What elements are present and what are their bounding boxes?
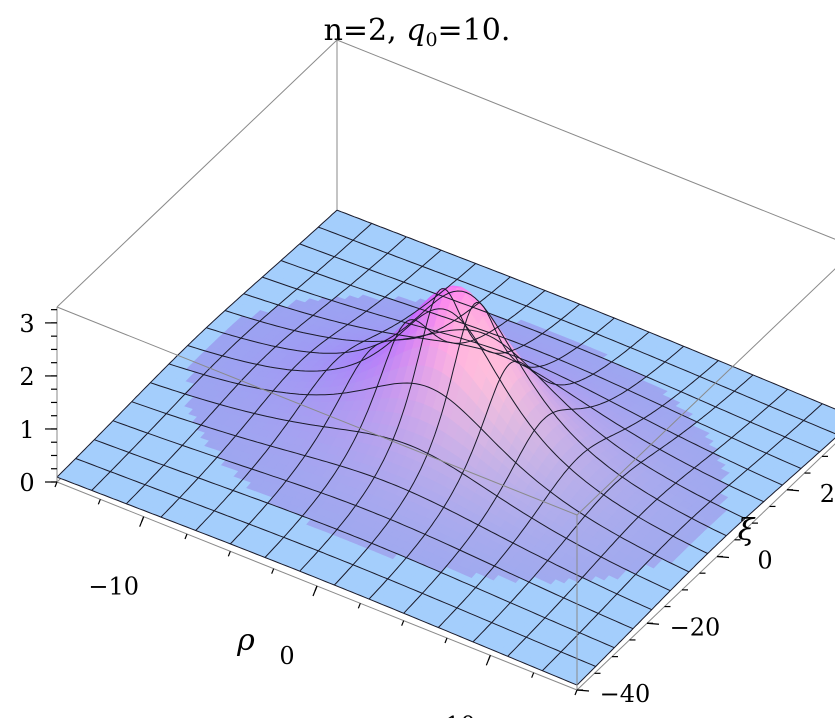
box-edge [56,39,338,308]
title-suffix: =10. [438,13,511,48]
z-tick-label: 2 [19,363,34,391]
y-tick-label: −40 [600,680,651,708]
mesh-line-x [195,263,477,531]
mesh-line-y [131,401,652,611]
x-minor-tick [184,533,188,540]
mesh-line-x [541,403,823,672]
x-tick-label: 0 [279,642,294,670]
box-edge [336,39,835,240]
x-minor-tick [487,655,491,661]
mesh-line-y [318,226,835,435]
chart-title: n=2, q0=10. [324,13,511,51]
x-minor-tick [401,620,405,626]
mesh-line-y [224,310,746,519]
y-tick-label: 20 [820,480,835,508]
z-tick-label: 1 [19,416,34,444]
x-minor-tick [141,516,145,522]
y-tick-label: −20 [670,613,721,641]
y-axis: −40−2002040 [576,455,835,708]
mesh-line-x [368,331,650,600]
mesh-line-x [333,301,615,586]
mesh-line-x [472,374,754,643]
z-tick-label: 3 [19,310,34,338]
title-sub: 0 [425,29,437,51]
x-minor-tick [54,481,58,488]
mesh-line-y [206,290,727,537]
mesh-line-y [280,260,802,469]
mesh-line-y [56,476,578,686]
x-axis-label: ρ [236,623,255,658]
x-minor-tick [574,689,578,696]
mesh-line-y [75,458,596,667]
mesh-line-x [160,249,442,518]
x-minor-tick [271,568,275,574]
y-axis-label: ξ [738,513,756,548]
x-axis: −10 0 10 [54,481,578,718]
x-minor-tick [531,672,535,678]
x-minor-tick [357,603,361,609]
mesh-line-y [94,439,615,649]
x-tick-label: −10 [88,573,139,601]
mesh-line-y [168,363,690,573]
mesh-line-x [437,360,719,628]
mesh-line-y [262,276,783,486]
box-edge [576,268,835,516]
z-tick-label: 0 [19,469,34,497]
mesh-line-x [507,388,789,657]
surface-patch [829,426,835,435]
title-var: q [406,13,425,48]
mesh-line-x [403,345,685,614]
x-tick-label: 10 [445,711,476,718]
x-minor-tick [227,551,231,557]
mesh-line-x [56,209,338,478]
x-minor-tick [97,499,101,505]
mesh-line-y [112,420,634,630]
mesh [56,209,835,686]
mesh-line-x [125,236,407,505]
mesh-line-x [91,223,373,491]
box-edge [56,306,578,516]
y-tick-label: 0 [757,547,772,575]
x-minor-tick [444,637,448,644]
z-axis: 0 1 2 3 [19,309,57,497]
x-minor-tick [314,585,318,592]
mesh-line-y [150,382,671,592]
mesh-line-x [229,276,511,545]
mesh-line-y [336,209,835,410]
mesh-line-x [576,437,835,686]
mesh-line-x [299,288,581,572]
mesh-line-y [299,243,820,453]
title-prefix: n=2, [324,13,407,48]
mesh-line-y [187,308,708,554]
mesh-line-y [243,293,764,503]
